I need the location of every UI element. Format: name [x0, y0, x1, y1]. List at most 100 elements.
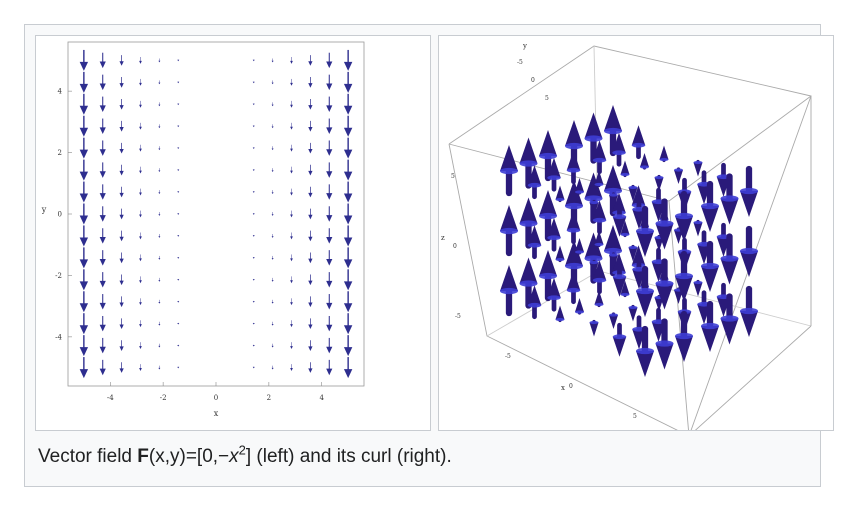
curl-arrow-cap	[620, 172, 630, 177]
curl-arrow-cap	[555, 197, 565, 202]
curl-arrow-cap	[674, 168, 683, 172]
arrow-head	[326, 127, 333, 134]
curl-arrow-cap	[740, 307, 758, 315]
curl-arrow-head	[631, 245, 646, 266]
curl-arrow-head	[565, 180, 583, 206]
arrow-head	[343, 347, 353, 357]
arrow-head	[79, 193, 89, 203]
arrow-head	[326, 149, 333, 156]
curl-arrow-cap	[539, 272, 557, 280]
arrow-head	[290, 324, 293, 328]
curl-arrow-cap	[701, 322, 719, 330]
curl-arrow-cap	[575, 190, 584, 194]
curl-arrow-cap	[720, 315, 739, 322]
curl-arrow-head	[584, 232, 603, 259]
y-axis-label: y	[522, 42, 527, 50]
curl-arrow-cap	[604, 247, 622, 255]
curl-arrow-cap	[631, 142, 646, 148]
curl-arrow-head	[565, 120, 583, 146]
curl-arrow-head	[609, 255, 618, 269]
curl-3d-image[interactable]: -5 0 5 -5 0 5 5 0 -5 x y z	[438, 35, 834, 431]
arrow-head	[326, 280, 333, 288]
arrow-head	[252, 125, 255, 128]
curl-arrow-cap	[566, 287, 581, 293]
curl-arrow-cap	[628, 245, 638, 250]
curl-arrow-head	[527, 165, 542, 186]
curl-arrow-head	[654, 237, 664, 252]
arrow-head	[252, 366, 255, 369]
arrow-head	[177, 301, 180, 303]
arrow-head	[252, 235, 255, 237]
curl-arrow-head	[620, 280, 630, 295]
arrow-head	[290, 280, 293, 284]
curl-arrow-head	[592, 260, 607, 281]
arrow-head	[99, 346, 106, 354]
arrow-head	[308, 170, 313, 176]
arrow-head	[139, 192, 142, 196]
arrow-head	[290, 214, 293, 218]
curl-arrow-cap	[594, 242, 604, 247]
z-tick-label: 5	[451, 173, 455, 180]
curl-arrow-head	[547, 157, 561, 178]
curl-arrow-cap	[654, 175, 664, 180]
arrow-field	[79, 49, 353, 379]
arrow-head	[343, 325, 353, 335]
arrow-head	[271, 60, 274, 63]
y-tick-label: -2	[55, 272, 62, 280]
x-tick-label: 0	[569, 383, 573, 390]
arrow-head	[271, 302, 274, 304]
curl-arrow-cap	[500, 167, 518, 175]
curl-arrow-head	[674, 230, 683, 244]
arrow-head	[99, 237, 106, 244]
arrow-head	[326, 368, 333, 376]
arrow-head	[326, 215, 333, 222]
arrow-head	[252, 301, 255, 303]
curl-arrow-cap	[620, 292, 630, 297]
curl-arrow-head	[584, 172, 603, 199]
curl-arrow-head	[604, 105, 622, 131]
arrow-head	[177, 323, 180, 325]
caption-variable: x	[229, 446, 239, 467]
curl-arrow-head	[636, 231, 654, 257]
y-tick-label: 0	[531, 77, 535, 84]
curl-arrow-head	[720, 198, 739, 225]
arrow-head	[158, 214, 161, 216]
curl-arrow-cap	[565, 262, 583, 270]
curl-arrow-head	[701, 206, 719, 232]
arrow-head	[271, 214, 274, 216]
curl-arrow-cap	[701, 202, 719, 210]
y-tick-label: -5	[517, 59, 523, 66]
z-axis-label: z	[441, 234, 445, 242]
curl-arrow-cap	[589, 260, 599, 265]
curl-arrow-cap	[539, 152, 557, 160]
vector-field-2d-image[interactable]: -4 -2 0 2 4 4 2 0 -2 -4 x y	[35, 35, 431, 431]
curl-arrow-head	[740, 311, 758, 337]
curl-arrow-head	[555, 305, 565, 320]
curl-arrow-head	[612, 132, 626, 153]
curl-arrow-cap	[584, 255, 603, 262]
arrow-head	[119, 127, 124, 132]
arrow-head	[119, 214, 124, 220]
arrow-head	[79, 149, 89, 159]
arrow-head	[158, 236, 161, 238]
arrow-head	[326, 237, 333, 244]
arrow-head	[308, 324, 313, 330]
curl-arrow-head	[555, 245, 565, 260]
arrow-head	[99, 302, 106, 310]
curl-arrow-cap	[636, 227, 654, 235]
arrow-head	[158, 302, 161, 304]
arrow-head	[99, 258, 106, 266]
arrow-head	[271, 82, 274, 85]
curl-arrow-head	[654, 177, 664, 192]
arrow-head	[119, 368, 124, 373]
curl-arrow-head	[575, 238, 584, 252]
arrow-head	[326, 83, 333, 91]
x-axis-label: x	[561, 384, 565, 392]
curl-arrow-head	[584, 112, 603, 139]
curl-arrow-head	[720, 318, 739, 345]
y-tick-label: 4	[58, 88, 63, 96]
curl-arrow-head	[674, 170, 683, 184]
arrow-head	[308, 83, 313, 88]
curl-arrow-head	[594, 290, 604, 305]
arrow-head	[99, 324, 106, 332]
